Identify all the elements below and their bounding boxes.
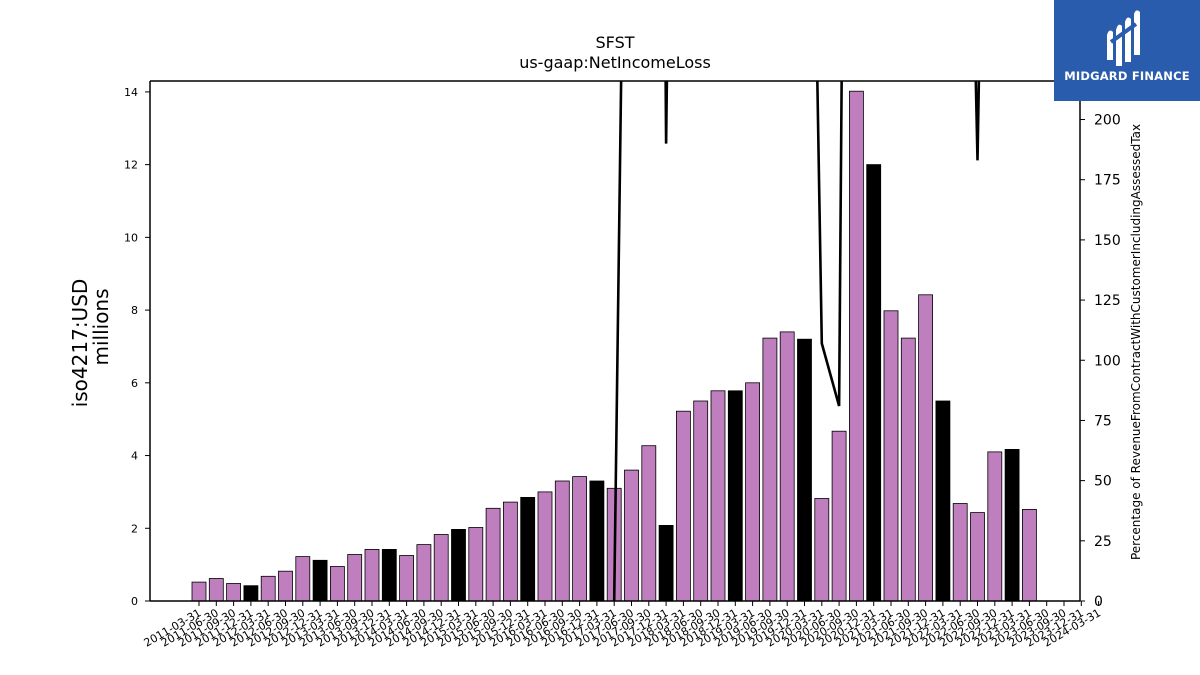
- bar: [191, 581, 207, 602]
- bar: [589, 480, 605, 602]
- logo-text: MIDGARD FINANCE: [1064, 69, 1190, 83]
- bar: [779, 331, 795, 602]
- bar: [797, 338, 812, 602]
- bar: [347, 554, 363, 602]
- y-tick-label: 6: [131, 377, 138, 390]
- bar: [295, 556, 311, 602]
- bar: [762, 337, 778, 602]
- bar: [537, 491, 553, 602]
- bar: [520, 496, 536, 602]
- bar: [866, 164, 882, 602]
- y-right-tick-label: 175: [1094, 173, 1121, 189]
- bar: [312, 559, 328, 602]
- bar: [624, 469, 639, 602]
- bar: [952, 503, 968, 602]
- bar: [572, 476, 587, 602]
- y-right-tick-label: 50: [1094, 474, 1112, 490]
- y-right-tick-label: 75: [1094, 413, 1112, 429]
- bar: [208, 578, 224, 602]
- bar: [918, 294, 933, 602]
- ratio-line: [612, 81, 981, 601]
- bar: [451, 529, 466, 602]
- bar: [329, 566, 345, 602]
- bar: [399, 555, 415, 602]
- y-right-tick-label: 150: [1094, 233, 1121, 249]
- bar: [745, 382, 760, 602]
- bar: [468, 527, 484, 602]
- bar: [658, 525, 674, 602]
- bar: [641, 445, 657, 602]
- bar: [935, 400, 951, 602]
- bar: [987, 451, 1003, 602]
- y-tick-label: 12: [124, 159, 138, 172]
- bar: [693, 400, 709, 602]
- chart-subtitle: us-gaap:NetIncomeLoss: [519, 53, 711, 72]
- bar: [710, 390, 726, 602]
- bar: [1022, 508, 1037, 602]
- bar: [364, 549, 380, 602]
- chart-title: SFST: [595, 33, 634, 52]
- y-tick-label: 0: [131, 595, 138, 608]
- bar: [381, 549, 397, 602]
- bar: [727, 390, 743, 602]
- y-tick-label: 10: [124, 231, 138, 244]
- bar: [883, 310, 899, 602]
- bar: [970, 512, 985, 602]
- bar: [676, 410, 691, 602]
- bar: [243, 585, 259, 602]
- logo-badge: MIDGARD FINANCE: [1054, 0, 1200, 101]
- bar: [849, 90, 864, 602]
- bar: [226, 583, 242, 602]
- y-tick-label: 2: [131, 522, 138, 535]
- bar: [433, 534, 449, 602]
- midgard-logo-icon: [1107, 10, 1140, 67]
- bar: [900, 337, 916, 602]
- y-tick-label: 8: [131, 304, 138, 317]
- y-axis-label-line2: millions: [89, 288, 113, 365]
- y-right-tick-label: 125: [1094, 293, 1121, 309]
- bar: [831, 430, 847, 602]
- y-tick-label: 14: [124, 86, 138, 99]
- bar: [814, 498, 830, 602]
- bar: [1004, 448, 1020, 602]
- bar: [278, 570, 293, 602]
- y-axis-right-label: Percentage of RevenueFromContractWithCus…: [1129, 124, 1143, 560]
- y-axis-label-line1: iso4217:USD: [68, 279, 92, 408]
- y-tick-label: 4: [131, 450, 138, 463]
- bar: [502, 501, 518, 602]
- bar: [485, 507, 501, 602]
- y-right-tick-label: 100: [1094, 353, 1121, 369]
- bar: [416, 544, 432, 602]
- y-right-tick-label: 200: [1094, 113, 1121, 129]
- bar: [554, 480, 570, 602]
- y-right-tick-label: 25: [1094, 534, 1112, 550]
- bar: [260, 575, 276, 602]
